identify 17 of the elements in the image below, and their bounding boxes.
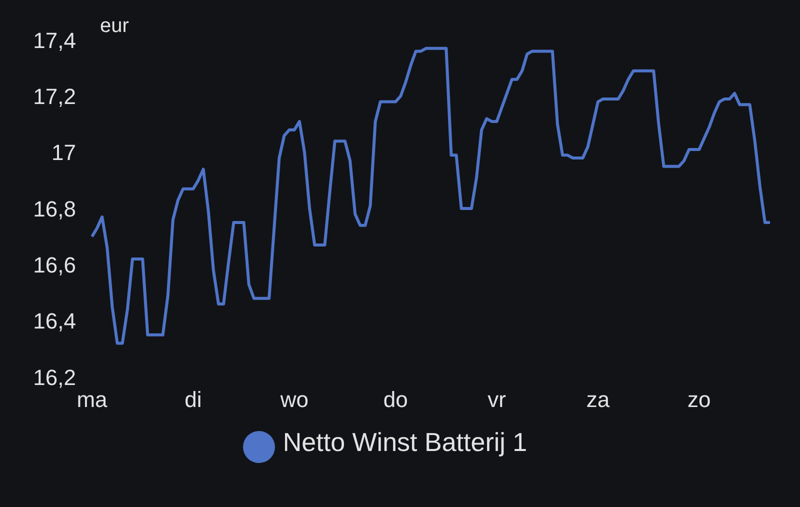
x-tick-label: do	[383, 387, 408, 412]
legend-label: Netto Winst Batterij 1	[282, 427, 528, 457]
x-tick-label: vr	[488, 387, 506, 412]
y-tick-label: 17,2	[33, 84, 76, 109]
x-tick-label: zo	[688, 387, 711, 412]
y-tick-label: 16,4	[33, 308, 76, 334]
y-tick-label: 17	[52, 140, 76, 166]
x-tick-label: ma	[76, 387, 108, 412]
y-tick-label: 16,2	[33, 364, 76, 390]
y-tick-label: 16,6	[33, 252, 76, 278]
line-series	[90, 46, 772, 345]
y-tick-label: 17,4	[33, 28, 76, 53]
x-tick-label: di	[184, 387, 202, 412]
x-tick-label: wo	[279, 387, 308, 412]
y-tick-label: 16,8	[33, 196, 76, 222]
x-tick-label: za	[586, 387, 610, 412]
y-axis-title: eur	[100, 15, 130, 37]
